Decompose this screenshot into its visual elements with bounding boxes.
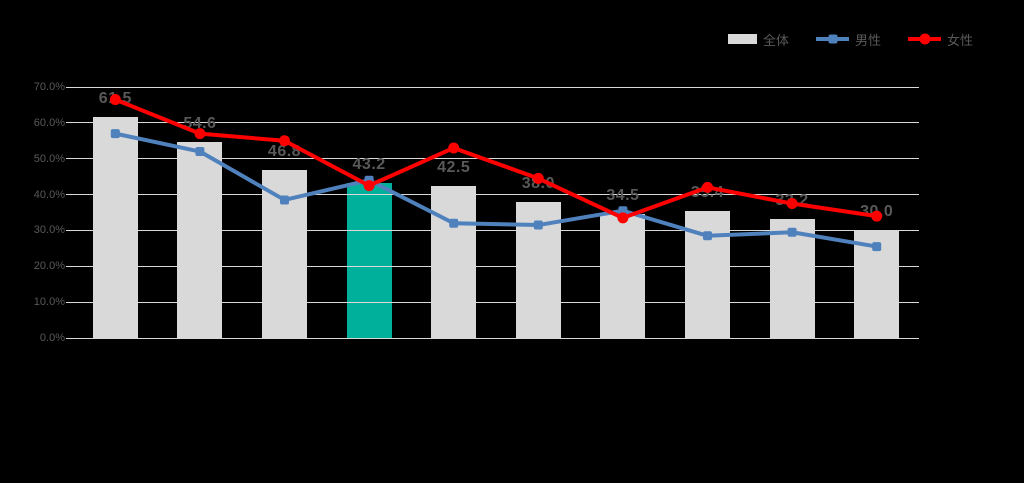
y-axis-tick-label: 30.0% [33,224,65,237]
legend-item-all: 全体 [728,30,789,48]
square-marker-icon [828,34,838,44]
female-marker [194,128,206,140]
x-axis-label [158,352,243,380]
gridline [73,194,919,196]
y-axis-tick-label: 40.0% [33,188,65,201]
x-axis-label [834,352,919,380]
bar-highlighted [346,183,392,338]
legend-label-female: 女性 [947,32,974,48]
x-axis-label [750,352,835,380]
y-axis-tick [66,229,73,231]
male-marker [110,129,120,139]
y-axis-tick [66,194,73,196]
male-marker [195,147,205,157]
data-label: 34.5 [606,187,640,205]
bar [769,218,815,338]
bar [92,117,138,338]
y-axis-tick-label: 60.0% [33,116,65,129]
series-lines [109,94,883,252]
y-axis-tick-label: 50.0% [33,152,65,165]
source-note [788,441,983,477]
female-marker [448,142,460,154]
y-axis-tick-label: 70.0% [33,81,65,93]
gridline [73,158,919,160]
legend-label-all: 全体 [763,32,790,48]
x-axis-label [327,352,412,380]
data-label: 54.6 [183,115,217,133]
female-marker [363,180,375,192]
y-axis-tick [66,158,73,160]
legend: 全体 男性 女性 [728,30,973,48]
gridline [73,122,919,124]
male-marker [533,220,543,230]
x-axis-label [73,352,158,380]
x-axis-label [665,352,750,380]
line-square-swatch-icon [816,34,850,44]
legend-label-male: 男性 [855,32,882,48]
female-marker [871,210,883,222]
x-axis-label [411,352,496,380]
y-axis-tick-label: 20.0% [33,260,65,273]
y-axis-tick [66,86,73,88]
x-axis-label [581,352,666,380]
y-axis-tick [66,337,73,339]
female-marker [786,198,798,210]
y-axis-tick-label: 0.0% [39,332,65,344]
y-axis-tick [66,122,73,124]
x-axis-label [242,352,327,380]
female-marker [532,172,544,184]
plot-area: 61.554.646.843.242.538.034.535.433.230.0 [73,86,919,339]
male-marker [280,195,289,205]
y-axis-tick [66,301,73,303]
male-marker [449,218,459,228]
bar [600,214,646,338]
data-label: 42.5 [437,158,471,176]
data-label: 43.2 [352,156,386,174]
female-line [113,97,879,220]
female-marker [109,94,121,106]
male-marker [703,231,712,241]
line-circle-swatch-icon [908,33,942,45]
male-marker [872,242,882,252]
female-marker [617,212,629,224]
gridline [73,86,919,88]
y-axis-tick-label: 10.0% [33,296,65,309]
bar [177,142,223,338]
bar-swatch-icon [728,34,757,44]
gridline [73,337,919,339]
female-marker [702,181,713,193]
x-axis-label [496,352,581,380]
legend-item-female: 女性 [908,30,973,48]
gridline [73,229,919,231]
gridline [73,265,919,267]
data-label: 46.8 [267,143,302,161]
y-axis-tick [66,265,73,267]
male-marker [787,227,797,237]
gridline [73,301,919,303]
circle-marker-icon [919,33,931,45]
legend-item-male: 男性 [816,30,881,48]
bar [431,185,477,338]
male-line [113,131,879,249]
female-marker [279,135,290,147]
